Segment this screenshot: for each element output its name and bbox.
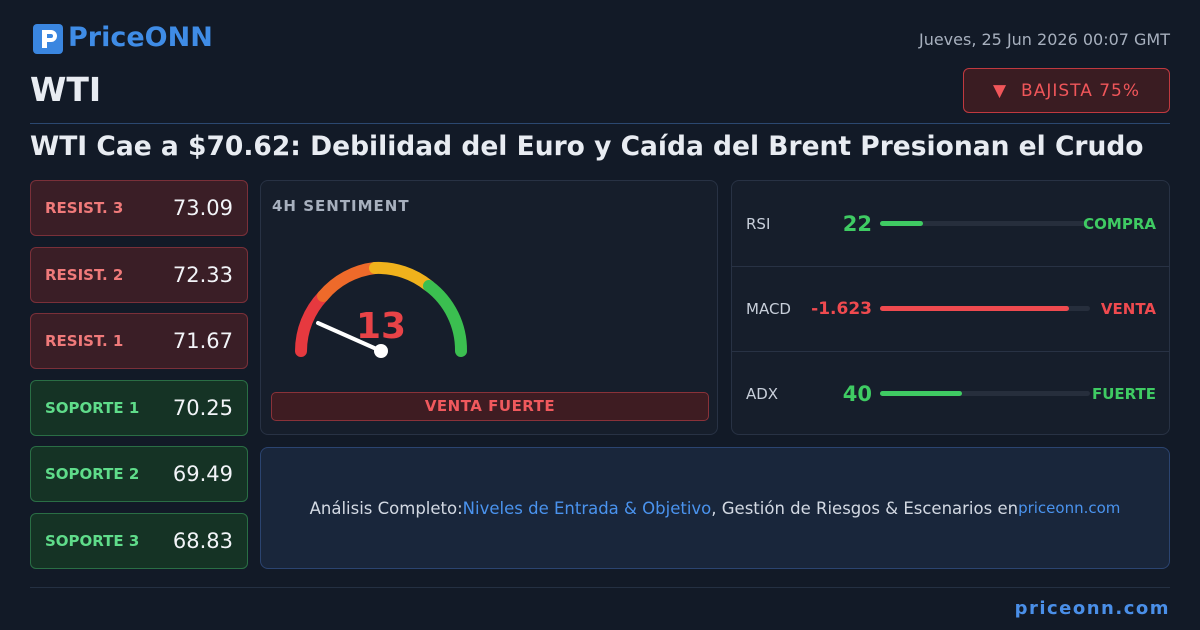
level-box: RESIST. 1 71.67	[30, 313, 248, 370]
gauge	[295, 261, 468, 358]
date: Jueves, 25 Jun 2026 00:07 GMT	[918, 30, 1170, 49]
indicator-signal: FUERTE	[1091, 384, 1156, 403]
level-label: SOPORTE 1	[45, 398, 140, 417]
badge-text: BAJISTA 75%	[1021, 80, 1141, 101]
level-box: RESIST. 3 73.09	[30, 180, 248, 236]
level-value: 73.09	[172, 196, 233, 220]
indicator-name: MACD	[746, 299, 791, 318]
level-value: 69.49	[172, 462, 233, 487]
divider	[30, 123, 1170, 124]
trend-badge: ▼ BAJISTA 75%	[963, 68, 1170, 113]
level-value: 68.83	[172, 529, 233, 553]
level-label: RESIST. 1	[45, 332, 124, 351]
banner-text: , Gestión de Riesgos & Escenarios en	[711, 498, 1019, 518]
indicator-value: 22	[842, 211, 872, 236]
level-value: 70.25	[172, 395, 233, 420]
level-label: SOPORTE 3	[45, 532, 140, 550]
level-label: RESIST. 3	[45, 199, 124, 217]
indicator-value: 40	[842, 381, 872, 406]
badge-icon: ▼	[992, 80, 1008, 101]
level-box: SOPORTE 1 70.25	[30, 379, 248, 436]
indicator-name: ADX	[746, 384, 779, 403]
level-box: RESIST. 2 72.33	[30, 246, 248, 303]
indicator-signal: VENTA	[1100, 299, 1156, 318]
indicator-bar	[880, 306, 1069, 311]
headline: WTI Cae a $70.62: Debilidad del Euro y C…	[30, 131, 1144, 162]
footer-site[interactable]: priceonn.com	[1014, 598, 1170, 619]
level-label: RESIST. 2	[45, 265, 124, 284]
symbol: WTI	[30, 70, 102, 109]
sentiment-verdict: VENTA FUERTE	[271, 392, 709, 421]
indicator-bar	[880, 391, 962, 396]
indicator-bar	[880, 221, 923, 226]
banner-link[interactable]: Niveles de Entrada & Objetivo	[462, 498, 712, 518]
indicators-panel: RSI 22 COMPRA MACD -1.623 VENTA ADX 40 FUERTE	[731, 180, 1170, 435]
banner: Análisis Completo: Niveles de Entrada & …	[260, 447, 1170, 569]
banner-lead: Análisis Completo:	[309, 498, 463, 518]
sentiment-panel: 4H SENTIMENT 13 VENTA FUERTE	[260, 180, 718, 435]
indicator-signal: COMPRA	[1083, 214, 1156, 233]
level-value: 72.33	[172, 262, 233, 287]
indicator-name: RSI	[746, 214, 771, 233]
level-label: SOPORTE 2	[45, 465, 140, 484]
level-value: 71.67	[172, 329, 233, 354]
sentiment-value: 13	[355, 306, 407, 347]
logo: PriceONN	[68, 22, 213, 53]
level-box: SOPORTE 2 69.49	[30, 446, 248, 503]
sentiment-title: 4H SENTIMENT	[272, 197, 410, 215]
level-box: SOPORTE 3 68.83	[30, 513, 248, 569]
footer-divider	[30, 587, 1170, 588]
logo-icon	[33, 24, 63, 54]
banner-site[interactable]: priceonn.com	[1018, 499, 1121, 517]
indicator-value: -1.623	[811, 298, 872, 319]
